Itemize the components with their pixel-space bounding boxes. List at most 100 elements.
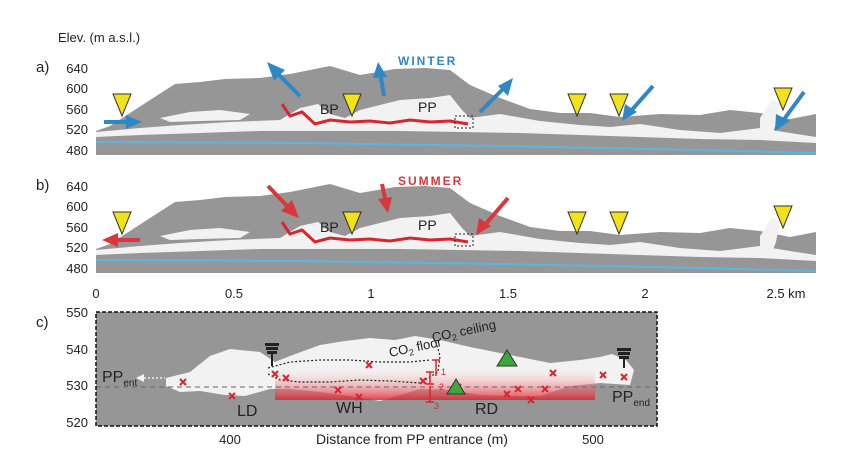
panel-b: b) 640 600 560 520 480 BP PP SUMMER: [36, 174, 817, 276]
sample-x-icon: [620, 373, 628, 381]
arrow-icon: [628, 84, 655, 114]
panel-c-y-ticks: 550 540 530 520: [66, 305, 88, 430]
sample-x-icon: [549, 369, 557, 377]
entrance-marker: [567, 93, 587, 118]
profile-mark-1: 1: [441, 367, 446, 377]
x-tick-1.5: 1.5: [499, 286, 517, 301]
x-tick-500: 500: [582, 432, 604, 447]
y-tick-520: 520: [66, 122, 88, 137]
weather-station-icon: [265, 343, 279, 366]
sample-x-icon: [334, 386, 342, 394]
co2-floor-marker-icon: [446, 378, 466, 395]
y-tick-600: 600: [66, 81, 88, 96]
sample-x-icon: [179, 378, 187, 386]
sample-x-icon: [355, 393, 363, 401]
y-tick-550: 550: [66, 305, 88, 320]
panel-b-season-label: SUMMER: [398, 174, 463, 188]
sample-x-icon: [228, 392, 236, 400]
panel-a-pp-label: PP: [418, 99, 437, 115]
vertical-profiles: [426, 359, 440, 403]
y-tick-640: 640: [66, 61, 88, 76]
x-tick-0.5: 0.5: [225, 286, 243, 301]
pp-entrance-label: PPent: [102, 369, 137, 389]
arrow-icon: [266, 184, 292, 211]
x-tick-1: 1: [367, 286, 374, 301]
panel-a: a) Elev. (m a.s.l.) 640 600 560 520 480 …: [36, 30, 817, 158]
panel-a-water-line: [95, 141, 817, 154]
y-tick-560: 560: [66, 220, 88, 235]
elevation-axis-label: Elev. (m a.s.l.): [58, 30, 140, 45]
panel-c: c) 550 540 530 520: [36, 305, 658, 447]
panel-a-airflow-arrows: [104, 62, 806, 131]
panel-c-label: c): [36, 314, 49, 331]
x-tick-0: 0: [92, 286, 99, 301]
entrance-marker: [567, 211, 587, 236]
profile-mark-3: 3: [434, 401, 439, 411]
panel-b-co2-line: [280, 221, 469, 244]
y-tick-560: 560: [66, 102, 88, 117]
panel-b-bp-label: BP: [320, 219, 339, 235]
panel-a-entrance-markers: [112, 87, 793, 118]
sample-x-icon: [503, 390, 511, 398]
pp-entrance-arrow: [136, 374, 165, 382]
sample-x-icon: [541, 385, 549, 393]
x-tick-400: 400: [219, 432, 241, 447]
panel-b-water-line: [95, 259, 817, 272]
sample-x-icon: [419, 377, 427, 385]
panel-c-frame: [95, 311, 658, 427]
y-tick-480: 480: [66, 143, 88, 158]
panel-a-label: a): [36, 59, 49, 76]
profile-marker: [426, 371, 434, 385]
panel-b-label: b): [36, 177, 49, 194]
panel-b-cave-upper: [160, 228, 250, 240]
panel-a-cave: [96, 95, 816, 143]
entrance-marker: [112, 93, 132, 118]
y-tick-520: 520: [66, 415, 88, 430]
entrance-marker: [609, 211, 629, 236]
sample-x-icon: [527, 396, 535, 404]
ld-label: LD: [237, 403, 257, 420]
y-tick-640: 640: [66, 179, 88, 194]
distance-axis: 0 0.5 1 1.5 2 2.5 km: [92, 286, 805, 301]
entrance-marker: [342, 211, 362, 236]
panel-b-airflow-arrows: [102, 183, 510, 247]
y-tick-600: 600: [66, 199, 88, 214]
panel-b-pp-label: PP: [418, 217, 437, 233]
sample-x-icon: [599, 371, 607, 379]
co2-ceiling-marker-icon: [496, 349, 518, 367]
panel-a-detail-box: [454, 115, 474, 129]
sample-x-icon: [271, 370, 279, 378]
profile-marker: [426, 386, 434, 403]
panel-b-entrance-markers: [112, 205, 793, 236]
profile-marker: [432, 359, 440, 376]
panel-b-cave: [96, 213, 816, 261]
y-tick-480: 480: [66, 261, 88, 276]
weather-station-icon: [617, 348, 631, 368]
sampling-points: [179, 361, 628, 404]
arrow-icon: [478, 85, 507, 114]
arrow-icon: [780, 90, 806, 124]
panel-a-season-label: WINTER: [398, 54, 457, 68]
profile-mark-2: 2: [439, 382, 444, 392]
panel-b-y-ticks: 640 600 560 520 480: [66, 179, 88, 276]
sample-x-icon: [282, 374, 290, 382]
y-tick-530: 530: [66, 378, 88, 393]
panel-a-cave-shaft: [760, 100, 780, 140]
entrance-marker: [342, 93, 362, 118]
x-tick-2.5km: 2.5 km: [766, 286, 805, 301]
arrow-icon: [482, 196, 510, 228]
wh-label: WH: [336, 400, 363, 417]
entrance-marker: [773, 87, 793, 112]
panel-b-detail-box: [454, 233, 474, 247]
y-tick-520: 520: [66, 240, 88, 255]
sample-x-icon: [514, 385, 522, 393]
panel-b-cave-shaft: [760, 218, 780, 258]
x-tick-2: 2: [641, 286, 648, 301]
panel-c-x-axis-label: Distance from PP entrance (m): [316, 431, 508, 447]
panel-a-co2-line: [280, 103, 469, 126]
pp-end-label: PPend: [612, 389, 650, 409]
sample-x-icon: [365, 361, 373, 369]
panel-a-cave-upper: [160, 110, 250, 122]
panel-a-bp-label: BP: [320, 101, 339, 117]
